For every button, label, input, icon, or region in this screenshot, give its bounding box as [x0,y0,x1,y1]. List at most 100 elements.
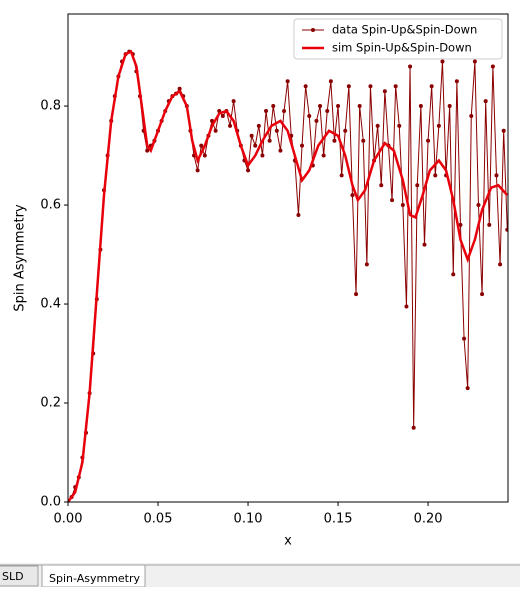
tab[interactable] [0,565,39,587]
data-point [325,109,330,114]
data-point [213,128,218,133]
data-point [429,84,434,89]
data-point [357,104,362,109]
data-point [476,203,481,208]
data-point [354,292,359,297]
x-tick-label: 0.10 [234,512,263,527]
data-point [490,64,495,69]
data-point [195,168,200,173]
y-tick-label: 0.4 [40,297,61,312]
data-point [426,138,431,143]
data-point [465,386,470,391]
y-tick-label: 0.6 [40,198,61,213]
data-point [282,109,287,114]
data-point [260,153,265,158]
legend: data Spin-Up&Spin-Down sim Spin-Up&Spin-D… [293,18,503,60]
data-point [404,304,409,309]
data-point [274,128,279,133]
data-point [400,203,405,208]
data-point [246,168,251,173]
data-point [462,336,467,341]
legend-marker [311,28,315,32]
y-tick-label: 0.2 [40,396,61,411]
legend-box [293,18,503,60]
x-tick-label: 0.20 [414,512,443,527]
data-point [350,193,355,198]
data-point [505,227,508,232]
data-point [145,148,150,153]
data-point [318,104,323,109]
data-point [382,89,387,94]
data-point [249,133,254,138]
data-point [501,128,506,133]
legend-label: data Spin-Up&Spin-Down [332,23,477,37]
data-point [336,104,341,109]
data-point [228,123,233,128]
tab-label[interactable]: Spin-Asymmetry [49,572,141,585]
data-point [487,222,492,227]
data-point [314,118,319,123]
data-point [307,113,312,118]
x-tick-label: 0.05 [144,512,173,527]
data-point [447,104,452,109]
x-tick-label: 0.15 [324,512,353,527]
data-point [202,153,207,158]
y-tick-label: 0.8 [40,99,61,114]
data-point [494,173,499,178]
data-point [408,64,413,69]
data-point [451,272,456,277]
legend-label: sim Spin-Up&Spin-Down [332,41,472,55]
data-point [271,104,276,109]
data-point [177,86,182,91]
data-point [199,143,204,148]
data-point [253,143,258,148]
data-point [346,84,351,89]
y-tick-label: 0.0 [40,495,61,510]
data-point [418,104,423,109]
data-point [267,138,272,143]
data-point [264,109,269,114]
series-line [68,51,508,502]
data-point [321,153,326,158]
plot-frame [67,13,509,503]
data-point [278,148,283,153]
data-point [339,173,344,178]
x-axis-label: x [284,534,292,549]
data-point [433,173,438,178]
data-point [411,425,416,430]
data-point [422,242,427,247]
data-point [469,113,474,118]
data-point [379,183,384,188]
data-point [480,292,485,297]
data-point [296,212,301,217]
data-point [472,59,477,64]
data-point [343,128,348,133]
data-point [328,79,333,84]
data-point [256,123,261,128]
data-point [415,183,420,188]
data-point [285,79,290,84]
series-line [68,49,508,502]
data-point [454,79,459,84]
data-point [483,99,488,104]
data-point [458,222,463,227]
data-point [231,99,236,104]
data-point [364,262,369,267]
data-point [436,123,441,128]
plot-area [68,49,508,502]
data-point [361,138,366,143]
data-point [300,143,305,148]
data-point [220,113,225,118]
data-point [303,84,308,89]
data-point [390,198,395,203]
tab-label[interactable]: SLD [2,570,24,583]
data-point [393,84,398,89]
x-tick-label: 0.00 [54,512,83,527]
data-point [440,59,445,64]
data-point [332,138,337,143]
data-point [375,123,380,128]
data-point [368,84,373,89]
data-point [498,262,503,267]
